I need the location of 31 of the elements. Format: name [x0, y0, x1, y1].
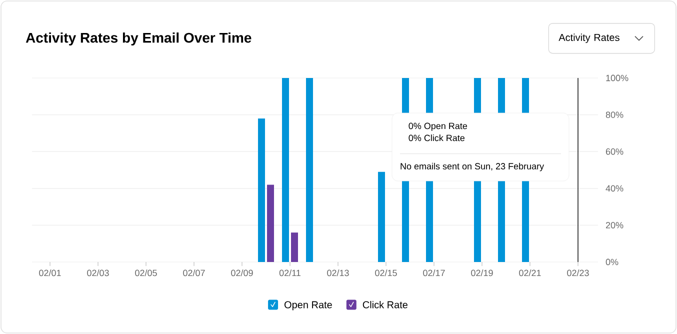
x-tick-label: 02/07: [183, 270, 205, 276]
bar: [282, 78, 290, 262]
annotation: 0% Click Rate: [408, 134, 465, 142]
x-tick-label: 02/13: [327, 270, 349, 276]
annotation: 0% Open Rate: [408, 122, 468, 131]
x-tick-label: 02/11: [279, 270, 300, 276]
bar: [291, 232, 298, 262]
chart-title: Activity Rates by Email Over Time: [26, 32, 252, 46]
x-tick-label: 02/01: [39, 270, 61, 276]
y-tick-label: 40%: [606, 185, 624, 192]
x-tick-label: 02/23: [567, 270, 589, 276]
x-tick-label: 02/05: [135, 270, 157, 276]
bar: [258, 118, 266, 262]
x-tick-label: 02/15: [375, 270, 397, 276]
x-tick-label: 02/19: [471, 270, 493, 276]
x-tick-label: 02/03: [87, 270, 109, 276]
y-tick-label: 60%: [606, 148, 624, 155]
bar: [267, 184, 274, 262]
y-tick-label: 20%: [606, 222, 624, 228]
y-tick-label: 0%: [606, 258, 618, 266]
legend-label: Click Rate: [362, 300, 408, 308]
x-tick-label: 02/09: [231, 270, 253, 276]
text: Activity Rates: [558, 34, 620, 43]
x-tick-label: 02/21: [519, 270, 541, 276]
y-tick-label: 100%: [606, 74, 628, 82]
bar: [306, 78, 314, 262]
y-tick-label: 80%: [606, 112, 624, 118]
legend-label: Open Rate: [284, 301, 332, 310]
annotation: No emails sent on Sun, 23 February: [400, 162, 544, 172]
bar: [378, 172, 386, 262]
x-tick-label: 02/17: [423, 270, 445, 276]
